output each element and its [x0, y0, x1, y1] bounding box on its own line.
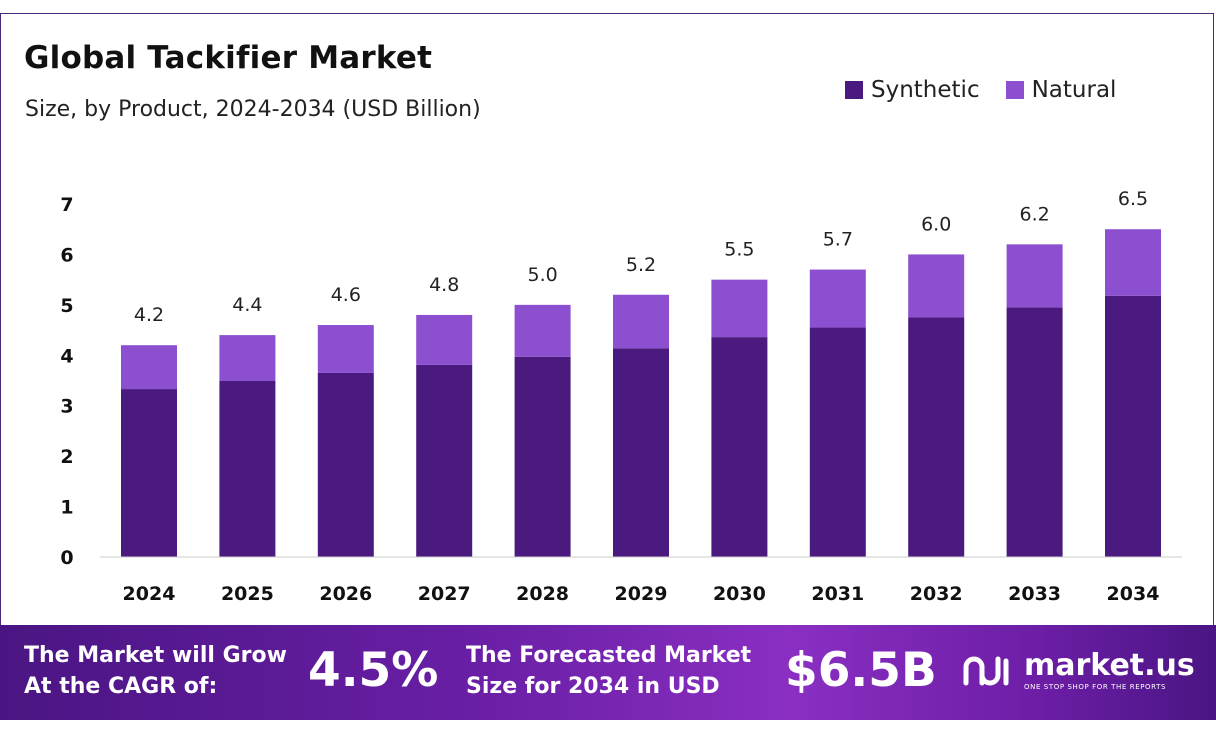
bar-natural-2031	[809, 269, 866, 328]
chart-subtitle: Size, by Product, 2024-2034 (USD Billion…	[25, 97, 481, 122]
y-tick-label: 2	[60, 446, 73, 468]
y-axis-ticks: 0 1 2 3 4 5 6 7	[60, 194, 73, 569]
legend-item-synthetic: Synthetic	[845, 77, 980, 103]
legend-swatch-synthetic	[845, 81, 863, 99]
logo-tagline: ONE STOP SHOP FOR THE REPORTS	[1024, 683, 1167, 691]
market-us-logo: market.us ONE STOP SHOP FOR THE REPORTS	[962, 651, 1195, 691]
bar-synthetic-2032	[908, 317, 965, 557]
bar-natural-2024	[121, 345, 177, 390]
x-tick-label: 2031	[811, 583, 864, 605]
cagr-value: 4.5%	[308, 643, 439, 698]
x-axis-labels: 2024 2025 2026 2027 2028 2029 2030 2031 2032 2033…	[123, 583, 1160, 605]
value-label-2032: 6.0	[921, 213, 951, 235]
cagr-text-line1: The Market will Grow	[24, 643, 287, 668]
y-tick-label: 7	[60, 194, 73, 216]
bar-natural-2030	[711, 279, 768, 338]
bar-synthetic-2028	[514, 356, 571, 557]
value-label-2025: 4.4	[232, 294, 262, 316]
summary-banner: The Market will Grow At the CAGR of: 4.5…	[0, 625, 1216, 720]
value-label-2027: 4.8	[429, 274, 459, 296]
bar-synthetic-2034	[1105, 295, 1161, 557]
bars	[121, 229, 1161, 557]
bar-natural-2034	[1105, 229, 1161, 296]
value-label-2031: 5.7	[823, 229, 853, 251]
cagr-text-line2: At the CAGR of:	[24, 674, 218, 699]
legend-swatch-natural	[1005, 81, 1024, 99]
bar-synthetic-2024	[121, 389, 177, 557]
bar-synthetic-2026	[317, 372, 374, 557]
x-tick-label: 2032	[910, 583, 963, 605]
cagr-text: The Market will Grow At the CAGR of:	[24, 640, 287, 702]
x-tick-label: 2024	[123, 583, 176, 605]
bar-natural-2029	[613, 294, 669, 349]
legend-label-synthetic: Synthetic	[871, 77, 980, 103]
x-tick-label: 2030	[713, 583, 766, 605]
forecast-text-line1: The Forecasted Market	[466, 643, 752, 668]
forecast-value: $6.5B	[785, 643, 937, 698]
bar-natural-2033	[1006, 244, 1063, 308]
bar-synthetic-2025	[219, 381, 276, 557]
value-label-2030: 5.5	[724, 239, 754, 261]
bar-chart: 0 1 2 3 4 5 6 7 2024 2025 2026 2027 2028 2029 2030 203…	[60, 188, 1182, 605]
chart-title: Global Tackifier Market	[24, 40, 433, 76]
value-labels: 4.2 4.4 4.6 4.8 5.0 5.2 5.5 5.7 6.0 6.2 6.5	[134, 188, 1148, 326]
x-tick-label: 2025	[221, 583, 274, 605]
market-us-logo-icon	[963, 656, 1009, 686]
value-label-2034: 6.5	[1118, 188, 1148, 210]
x-tick-label: 2034	[1107, 583, 1160, 605]
x-tick-label: 2026	[319, 583, 372, 605]
bar-natural-2026	[317, 325, 374, 373]
y-tick-label: 1	[60, 497, 73, 519]
x-tick-label: 2028	[516, 583, 569, 605]
bar-natural-2027	[416, 314, 473, 365]
bar-synthetic-2031	[809, 327, 866, 557]
legend-label-natural: Natural	[1031, 77, 1117, 103]
bar-synthetic-2027	[416, 364, 473, 557]
x-tick-label: 2029	[615, 583, 668, 605]
value-label-2026: 4.6	[331, 284, 361, 306]
y-tick-label: 3	[60, 396, 73, 418]
bar-synthetic-2033	[1006, 307, 1063, 557]
value-label-2028: 5.0	[527, 264, 557, 286]
value-label-2029: 5.2	[626, 254, 656, 276]
bar-synthetic-2029	[613, 348, 669, 557]
value-label-2024: 4.2	[134, 304, 164, 326]
x-tick-label: 2033	[1008, 583, 1061, 605]
logo-name: market.us	[1024, 648, 1195, 683]
y-tick-label: 0	[60, 547, 73, 569]
y-tick-label: 4	[60, 345, 73, 367]
bar-natural-2032	[908, 254, 965, 318]
y-tick-label: 6	[60, 244, 73, 266]
forecast-text: The Forecasted Market Size for 2034 in U…	[466, 640, 751, 702]
bar-synthetic-2030	[711, 337, 768, 557]
y-tick-label: 5	[60, 295, 73, 317]
bar-natural-2028	[514, 304, 571, 357]
chart-legend: Synthetic Natural	[845, 77, 1142, 103]
legend-item-natural: Natural	[1005, 77, 1117, 103]
bar-natural-2025	[219, 335, 276, 382]
value-label-2033: 6.2	[1019, 203, 1049, 225]
x-tick-label: 2027	[418, 583, 471, 605]
forecast-text-line2: Size for 2034 in USD	[466, 674, 720, 699]
logo-text-block: market.us ONE STOP SHOP FOR THE REPORTS	[1024, 648, 1195, 692]
